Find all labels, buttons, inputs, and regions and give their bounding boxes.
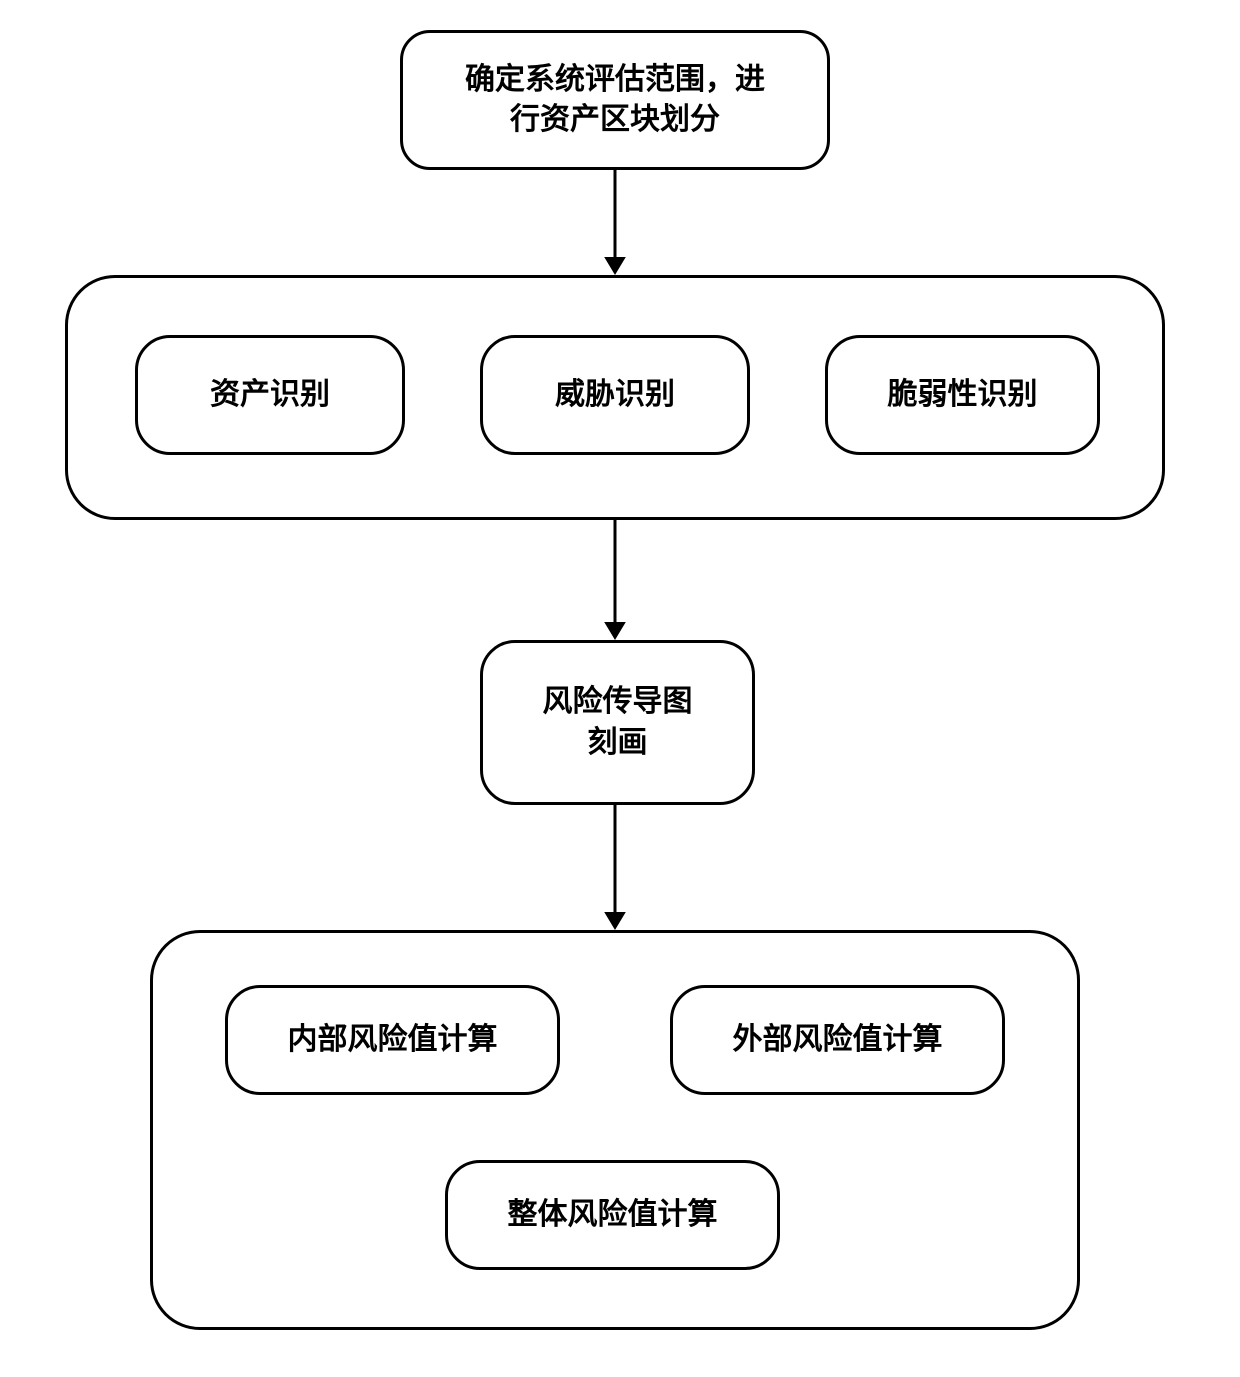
node-overall-label: 整体风险值计算 [508,1195,718,1236]
node-risk-graph-label: 风险传导图刻画 [543,682,693,763]
node-vulnerability-identification: 脆弱性识别 [825,335,1100,455]
node-threat-identification: 威胁识别 [480,335,750,455]
node-overall-risk: 整体风险值计算 [445,1160,780,1270]
node-vuln-label: 脆弱性识别 [888,375,1038,416]
node-scope: 确定系统评估范围，进行资产区块划分 [400,30,830,170]
node-external-label: 外部风险值计算 [733,1020,943,1061]
node-threat-label: 威胁识别 [555,375,675,416]
node-asset-identification: 资产识别 [135,335,405,455]
node-internal-label: 内部风险值计算 [288,1020,498,1061]
node-asset-label: 资产识别 [210,375,330,416]
node-scope-label: 确定系统评估范围，进行资产区块划分 [465,60,765,141]
node-external-risk: 外部风险值计算 [670,985,1005,1095]
node-internal-risk: 内部风险值计算 [225,985,560,1095]
node-risk-graph: 风险传导图刻画 [480,640,755,805]
